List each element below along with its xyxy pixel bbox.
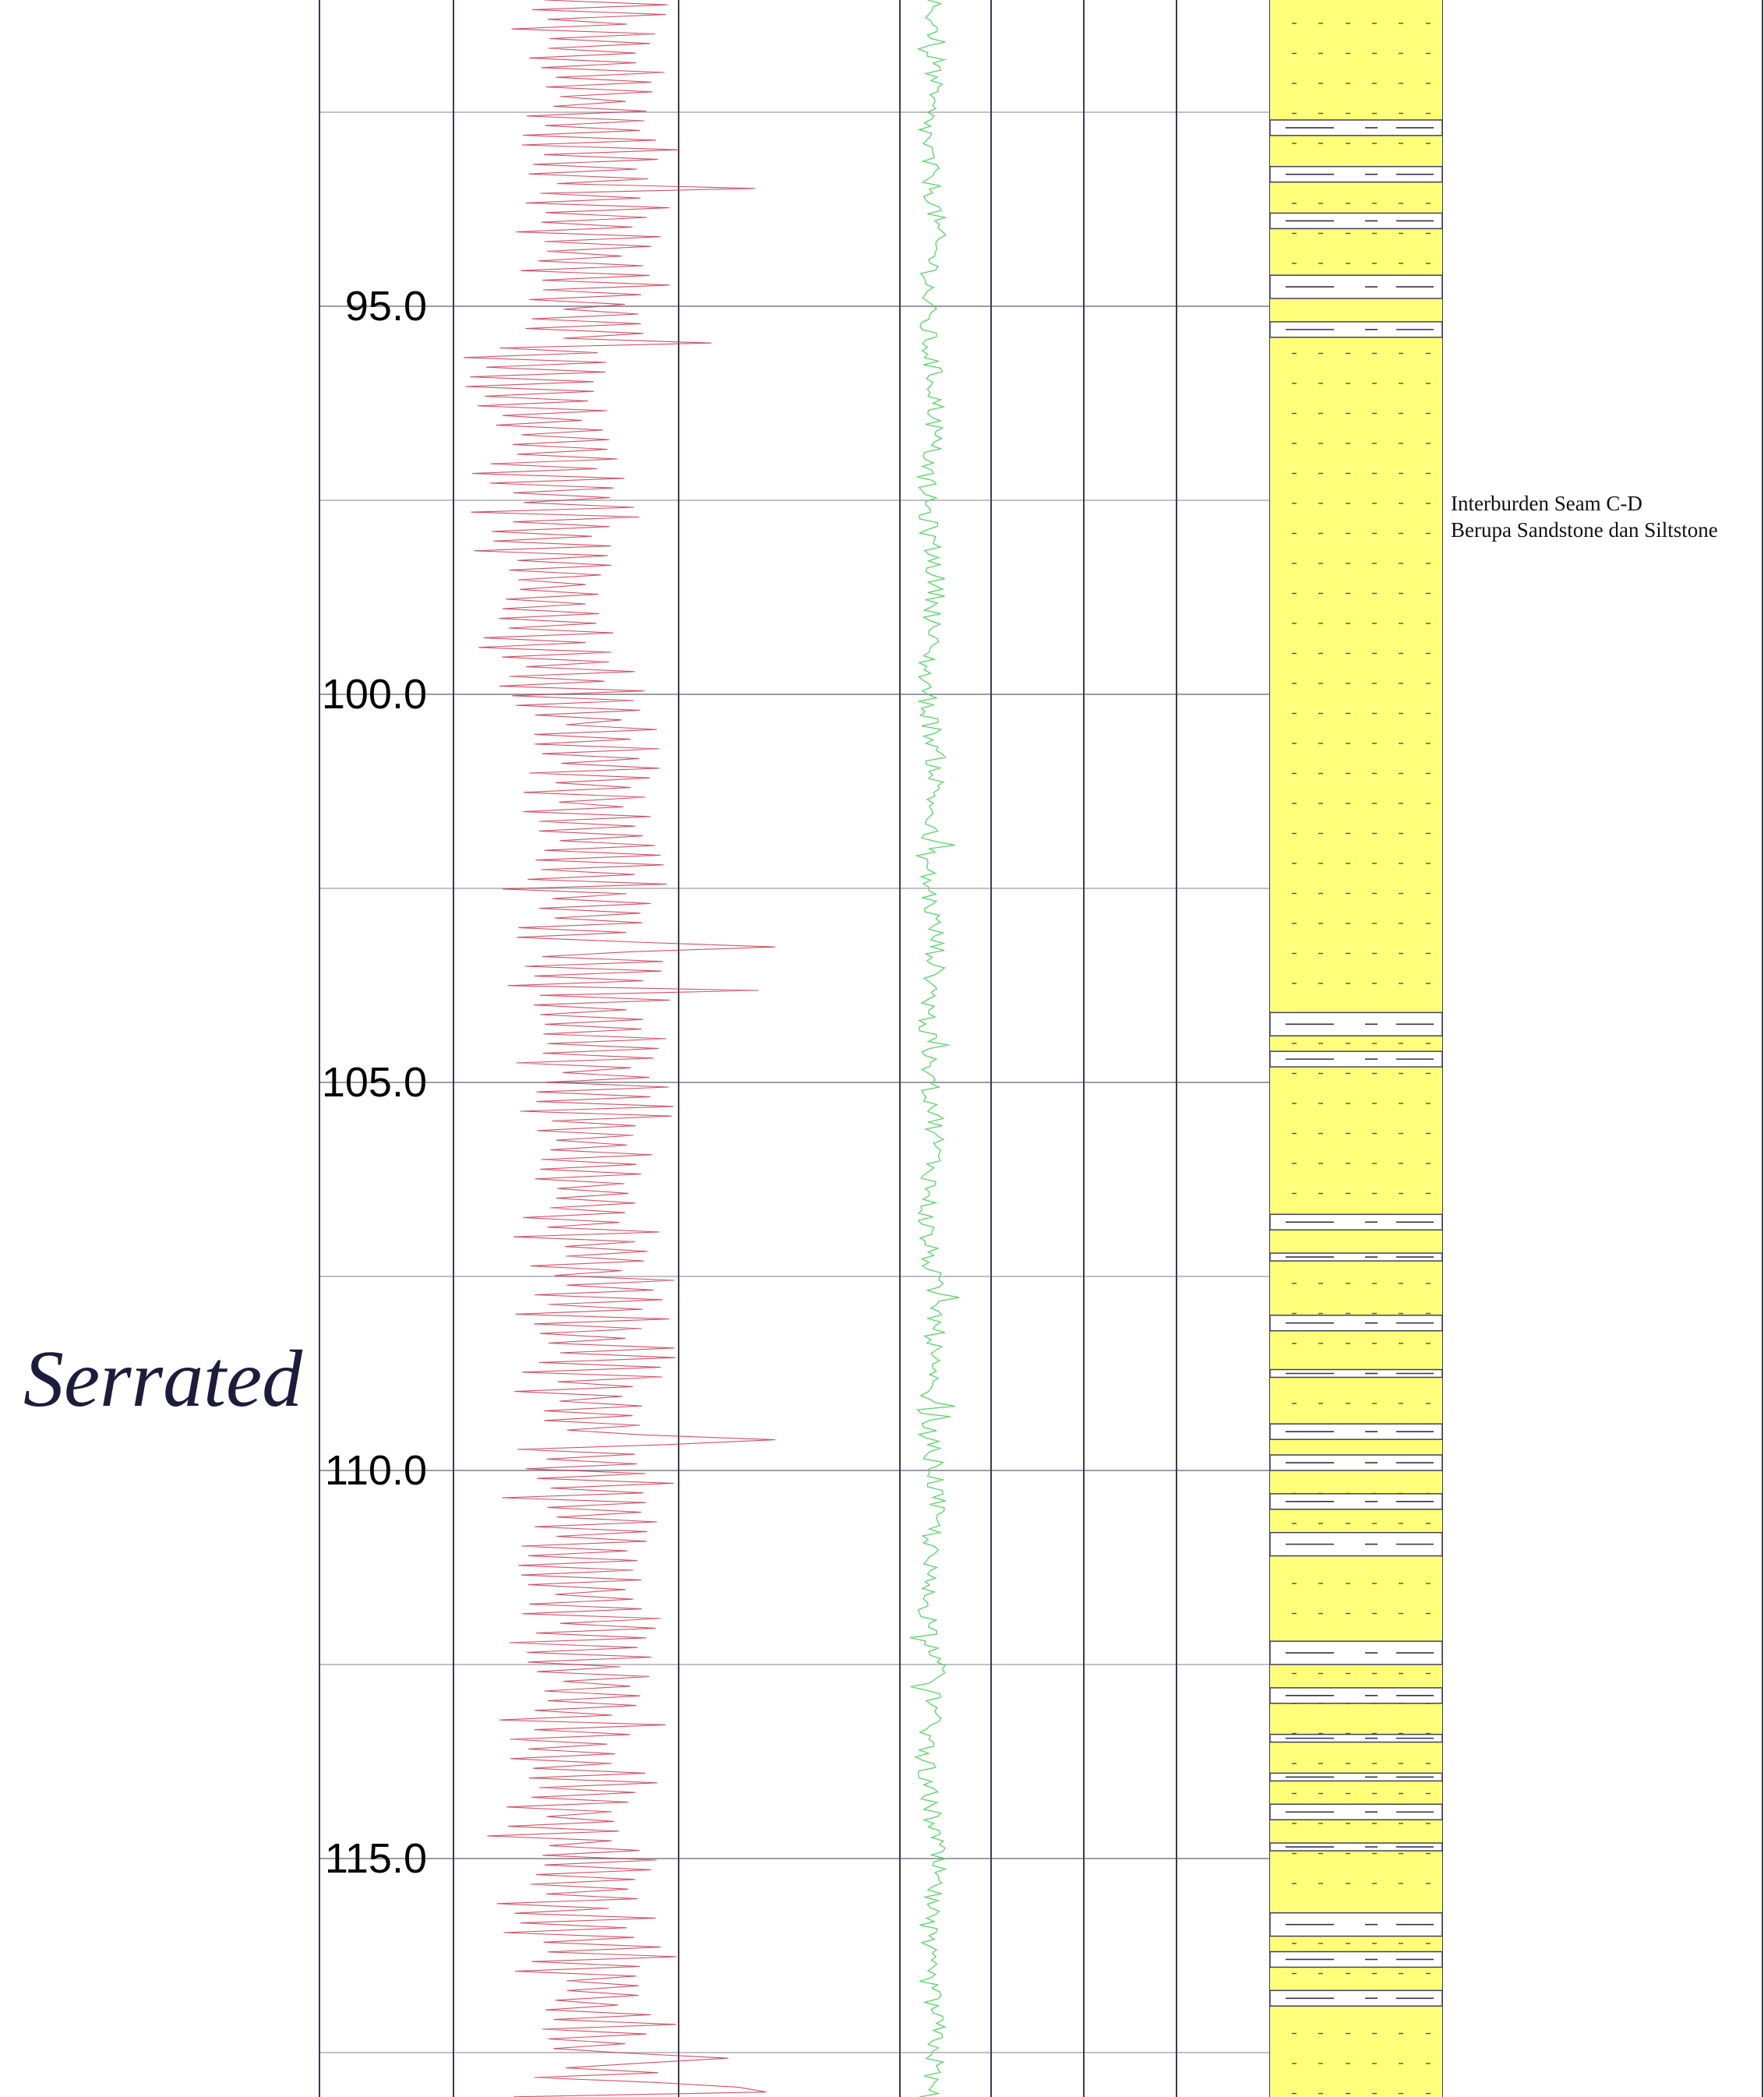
log-curves <box>463 0 960 2097</box>
parting-band <box>1269 1213 1443 1230</box>
parting-band <box>1269 1842 1443 1852</box>
lithology-note-line-2: Berupa Sandstone dan Siltstone <box>1451 518 1718 542</box>
depth-grid <box>319 111 1442 2053</box>
parting-band <box>1269 1315 1443 1332</box>
track-borders <box>319 0 1763 2097</box>
parting-band <box>1269 119 1443 136</box>
parting-band <box>1269 165 1443 183</box>
parting-band <box>1269 1989 1443 2007</box>
depth-tick-label: 115.0 <box>325 1835 427 1882</box>
lithology-note-line-1: Interburden Seam C-D <box>1451 492 1642 515</box>
parting-band <box>1269 1687 1443 1704</box>
parting-band <box>1269 1423 1443 1440</box>
density-curve <box>909 0 960 2097</box>
parting-band <box>1269 1252 1443 1262</box>
parting-band <box>1269 1050 1443 1068</box>
gamma-ray-curve <box>463 0 776 2097</box>
lithology-column <box>1269 0 1443 2097</box>
parting-band <box>1269 1772 1443 1782</box>
parting-band <box>1269 1950 1443 1968</box>
parting-band <box>1269 1368 1443 1379</box>
parting-band <box>1269 1493 1443 1510</box>
depth-tick-label: 95.0 <box>345 283 427 330</box>
parting-band <box>1269 1454 1443 1471</box>
sandstone-fill <box>1270 0 1442 2097</box>
depth-labels: 95.0 100.0 105.0 110.0 115.0 <box>322 283 427 1882</box>
parting-band <box>1269 212 1443 230</box>
log-pattern-label: Serrated <box>23 1334 303 1424</box>
depth-tick-label: 105.0 <box>322 1059 427 1106</box>
depth-tick-label: 100.0 <box>322 671 427 718</box>
depth-tick-label: 110.0 <box>325 1447 427 1494</box>
parting-band <box>1269 1803 1443 1820</box>
parting-band <box>1269 321 1443 338</box>
parting-band <box>1269 1733 1443 1743</box>
